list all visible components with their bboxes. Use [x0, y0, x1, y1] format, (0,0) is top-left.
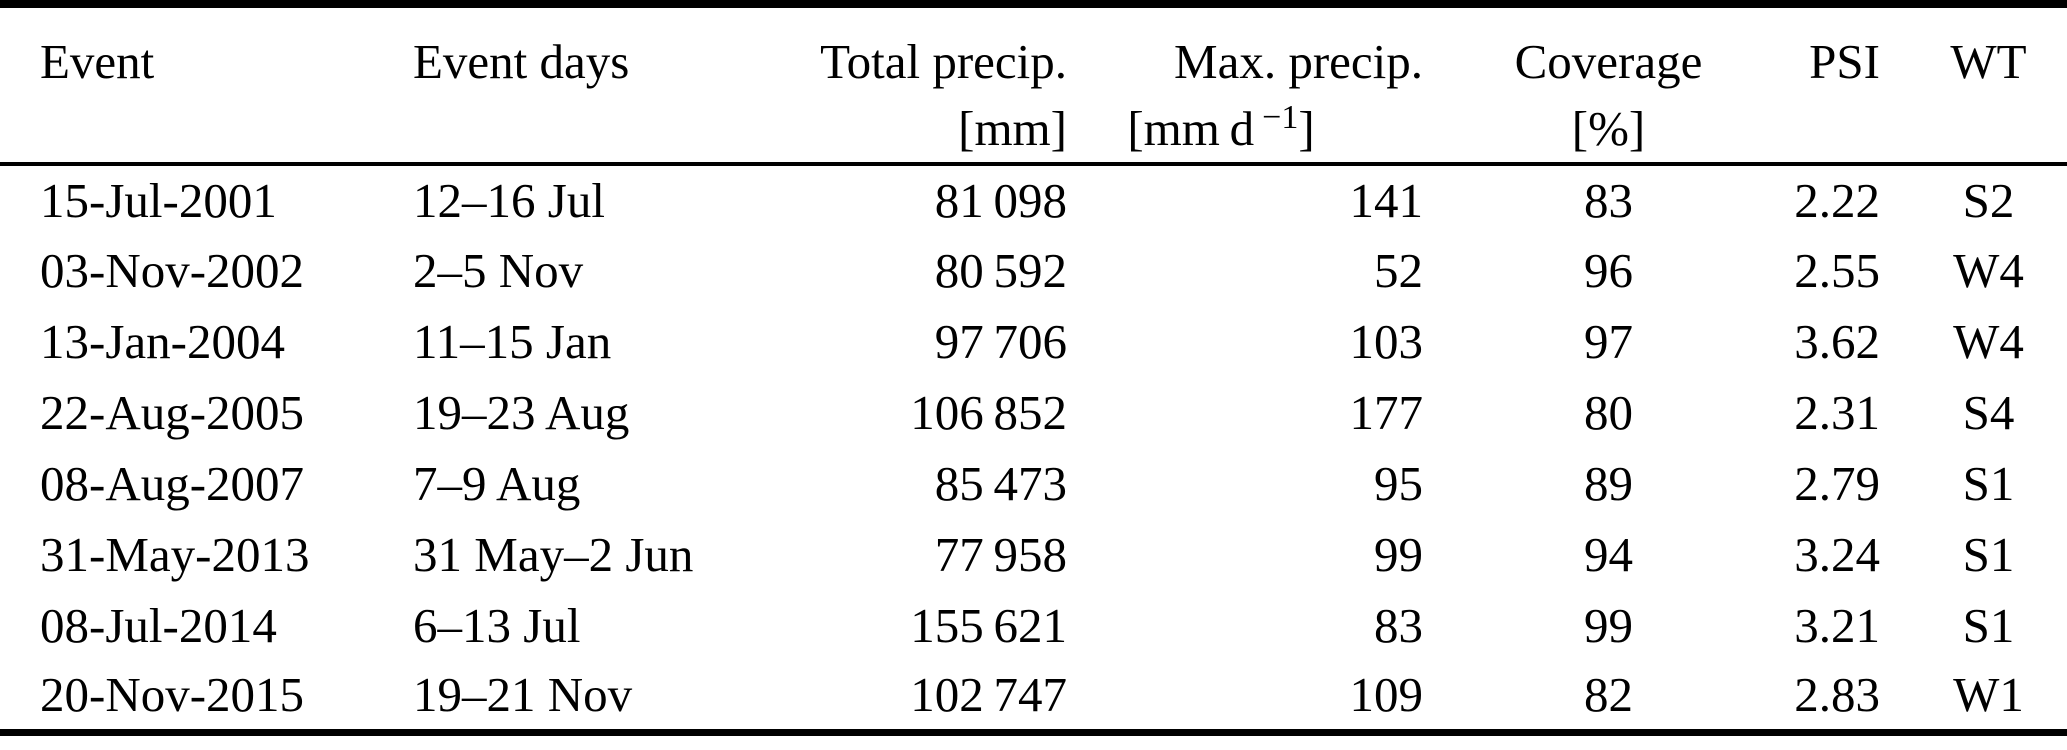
table-row: 13-Jan-2004 11–15 Jan 97 706 103 97 3.62…	[0, 306, 2067, 377]
unit-max-precip-superscript: −1	[1262, 98, 1299, 136]
table-row: 08-Jul-2014 6–13 Jul 155 621 83 99 3.21 …	[0, 590, 2067, 661]
table-row: 03-Nov-2002 2–5 Nov 80 592 52 96 2.55 W4	[0, 235, 2067, 306]
cell-coverage: 83	[1584, 173, 1633, 228]
cell-event-days: 11–15 Jan	[413, 314, 612, 369]
cell-wt: S2	[1962, 173, 2015, 228]
cell-event-days: 19–23 Aug	[413, 385, 630, 440]
cell-wt: W4	[1953, 314, 2024, 369]
cell-psi: 3.62	[1794, 314, 1880, 369]
cell-coverage: 94	[1584, 527, 1633, 582]
cell-max-precip: 83	[1374, 598, 1423, 653]
cell-max-precip: 141	[1349, 173, 1424, 228]
cell-total-precip: 81 098	[934, 173, 1067, 228]
table-row: 22-Aug-2005 19–23 Aug 106 852 177 80 2.3…	[0, 377, 2067, 448]
cell-event: 13-Jan-2004	[40, 314, 285, 369]
cell-event-days: 19–21 Nov	[413, 667, 633, 723]
header-label-row: Event Event days Total precip. Max. prec…	[0, 4, 2067, 96]
unit-max-precip-prefix: [mm d	[1127, 101, 1255, 156]
cell-event-days: 6–13 Jul	[413, 598, 581, 653]
column-header-total-precip: Total precip.	[820, 34, 1067, 89]
cell-total-precip: 102 747	[910, 667, 1067, 723]
cell-coverage: 96	[1584, 243, 1633, 298]
table-row: 20-Nov-2015 19–21 Nov 102 747 109 82 2.8…	[0, 661, 2067, 732]
cell-event: 20-Nov-2015	[40, 667, 305, 723]
unit-total-precip: [mm]	[795, 96, 1080, 166]
cell-coverage: 97	[1584, 314, 1633, 369]
table-row: 08-Aug-2007 7–9 Aug 85 473 95 89 2.79 S1	[0, 448, 2067, 519]
column-header-coverage: Coverage	[1514, 34, 1703, 89]
column-header-max-precip: Max. precip.	[1174, 34, 1423, 89]
cell-psi: 2.22	[1794, 173, 1880, 228]
cell-event: 31-May-2013	[40, 527, 310, 582]
cell-coverage: 89	[1584, 456, 1633, 511]
table-header: Event Event days Total precip. Max. prec…	[0, 4, 2067, 166]
cell-psi: 3.24	[1794, 527, 1880, 582]
cell-total-precip: 85 473	[934, 456, 1067, 511]
cell-wt: W4	[1953, 243, 2024, 298]
cell-wt: S1	[1962, 527, 2015, 582]
unit-max-precip: [mm d −1]	[1080, 96, 1432, 166]
cell-event-days: 31 May–2 Jun	[413, 527, 694, 582]
cell-psi: 2.55	[1794, 243, 1880, 298]
cell-max-precip: 109	[1349, 667, 1424, 723]
unit-event-days	[413, 96, 795, 166]
cell-event: 15-Jul-2001	[40, 173, 277, 228]
column-header-event: Event	[40, 34, 155, 89]
cell-coverage: 82	[1584, 667, 1633, 723]
cell-total-precip: 77 958	[934, 527, 1067, 582]
table-row: 15-Jul-2001 12–16 Jul 81 098 141 83 2.22…	[0, 164, 2067, 235]
cell-wt: S4	[1962, 385, 2015, 440]
cell-max-precip: 177	[1349, 385, 1424, 440]
unit-psi	[1785, 96, 1890, 166]
cell-max-precip: 95	[1374, 456, 1423, 511]
cell-event-days: 7–9 Aug	[413, 456, 581, 511]
cell-max-precip: 52	[1374, 243, 1423, 298]
cell-total-precip: 155 621	[910, 598, 1067, 653]
cell-psi: 3.21	[1794, 598, 1880, 653]
cell-psi: 2.31	[1794, 385, 1880, 440]
table-body: 15-Jul-2001 12–16 Jul 81 098 141 83 2.22…	[0, 164, 2067, 732]
unit-wt	[1890, 96, 2067, 166]
cell-psi: 2.83	[1794, 667, 1880, 723]
cell-total-precip: 106 852	[910, 385, 1067, 440]
column-header-wt: WT	[1950, 34, 2027, 89]
cell-event: 03-Nov-2002	[40, 243, 305, 298]
cell-coverage: 99	[1584, 598, 1633, 653]
cell-event: 08-Aug-2007	[40, 456, 305, 511]
cell-event: 22-Aug-2005	[40, 385, 305, 440]
cell-event-days: 12–16 Jul	[413, 173, 605, 228]
cell-coverage: 80	[1584, 385, 1633, 440]
cell-event-days: 2–5 Nov	[413, 243, 584, 298]
cell-psi: 2.79	[1794, 456, 1880, 511]
cell-max-precip: 103	[1349, 314, 1424, 369]
cell-total-precip: 97 706	[934, 314, 1067, 369]
cell-event: 08-Jul-2014	[40, 598, 277, 653]
unit-max-precip-suffix: ]	[1298, 101, 1315, 156]
cell-wt: W1	[1953, 667, 2024, 723]
cell-wt: S1	[1962, 598, 2015, 653]
cell-wt: S1	[1962, 456, 2015, 511]
table-row: 31-May-2013 31 May–2 Jun 77 958 99 94 3.…	[0, 519, 2067, 590]
cell-max-precip: 99	[1374, 527, 1423, 582]
header-units-row: [mm] [mm d −1] [%]	[0, 96, 2067, 166]
cell-total-precip: 80 592	[934, 243, 1067, 298]
unit-event	[0, 96, 413, 166]
unit-coverage: [%]	[1432, 96, 1785, 166]
column-header-psi: PSI	[1809, 34, 1880, 89]
column-header-event-days: Event days	[413, 34, 630, 89]
